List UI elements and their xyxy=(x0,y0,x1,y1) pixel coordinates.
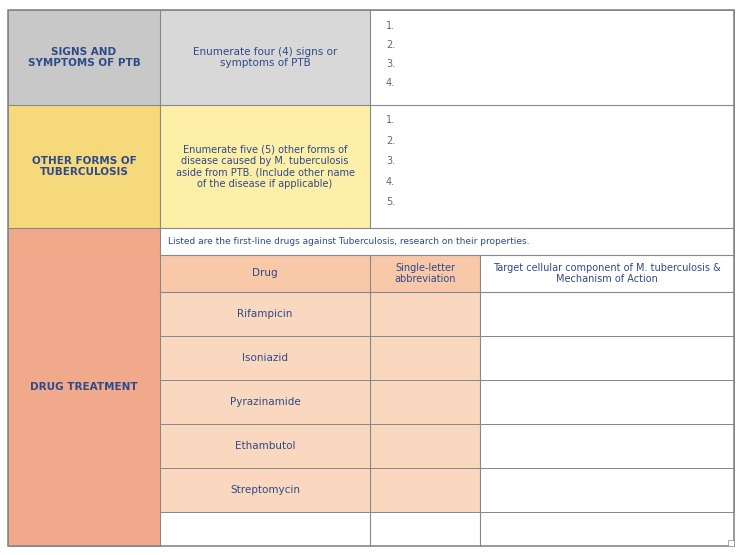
Bar xyxy=(480,292,734,336)
Bar xyxy=(8,228,160,546)
Text: Enumerate four (4) signs or
symptoms of PTB: Enumerate four (4) signs or symptoms of … xyxy=(193,47,337,68)
Text: Single-letter
abbreviation: Single-letter abbreviation xyxy=(394,263,456,284)
Text: Target cellular component of M. tuberculosis &
Mechanism of Action: Target cellular component of M. tubercul… xyxy=(493,263,721,284)
Text: Isoniazid: Isoniazid xyxy=(242,353,288,363)
Text: Enumerate five (5) other forms of
disease caused by M. tuberculosis
aside from P: Enumerate five (5) other forms of diseas… xyxy=(176,144,355,189)
Text: Rifampicin: Rifampicin xyxy=(237,309,292,319)
Bar xyxy=(480,380,734,424)
Bar xyxy=(370,10,734,105)
Text: Drug: Drug xyxy=(252,269,278,279)
Bar xyxy=(160,336,370,380)
Text: Listed are the first-line drugs against Tuberculosis, research on their properti: Listed are the first-line drugs against … xyxy=(168,237,530,246)
Bar xyxy=(370,380,480,424)
Text: 1.: 1. xyxy=(386,115,395,125)
Text: 4.: 4. xyxy=(386,177,395,187)
Bar xyxy=(370,255,480,292)
Text: OTHER FORMS OF
TUBERCULOSIS: OTHER FORMS OF TUBERCULOSIS xyxy=(32,156,137,177)
Text: 4.: 4. xyxy=(386,78,395,88)
Bar xyxy=(160,10,370,105)
Text: 3.: 3. xyxy=(386,157,395,166)
Bar xyxy=(370,468,480,512)
Text: Streptomycin: Streptomycin xyxy=(230,485,300,495)
Text: 3.: 3. xyxy=(386,59,395,69)
Bar xyxy=(370,424,480,468)
Bar xyxy=(480,255,734,292)
Bar xyxy=(160,255,370,292)
Text: DRUG TREATMENT: DRUG TREATMENT xyxy=(30,382,138,392)
Text: Ethambutol: Ethambutol xyxy=(234,441,295,451)
Bar xyxy=(370,105,734,228)
Bar xyxy=(160,105,370,228)
Bar xyxy=(160,292,370,336)
Bar xyxy=(160,424,370,468)
Bar xyxy=(160,468,370,512)
Bar xyxy=(8,105,160,228)
Bar xyxy=(728,540,734,546)
Text: 1.: 1. xyxy=(386,21,395,31)
Bar xyxy=(370,292,480,336)
Bar xyxy=(370,336,480,380)
Text: 2.: 2. xyxy=(386,136,395,146)
Bar xyxy=(480,468,734,512)
Text: Pyrazinamide: Pyrazinamide xyxy=(229,397,301,407)
Bar xyxy=(480,424,734,468)
Text: SIGNS AND
SYMPTOMS OF PTB: SIGNS AND SYMPTOMS OF PTB xyxy=(27,47,140,68)
Bar xyxy=(160,380,370,424)
Bar xyxy=(8,10,160,105)
Bar xyxy=(160,228,734,255)
Text: 2.: 2. xyxy=(386,40,395,50)
Text: 5.: 5. xyxy=(386,198,395,208)
Bar xyxy=(480,336,734,380)
